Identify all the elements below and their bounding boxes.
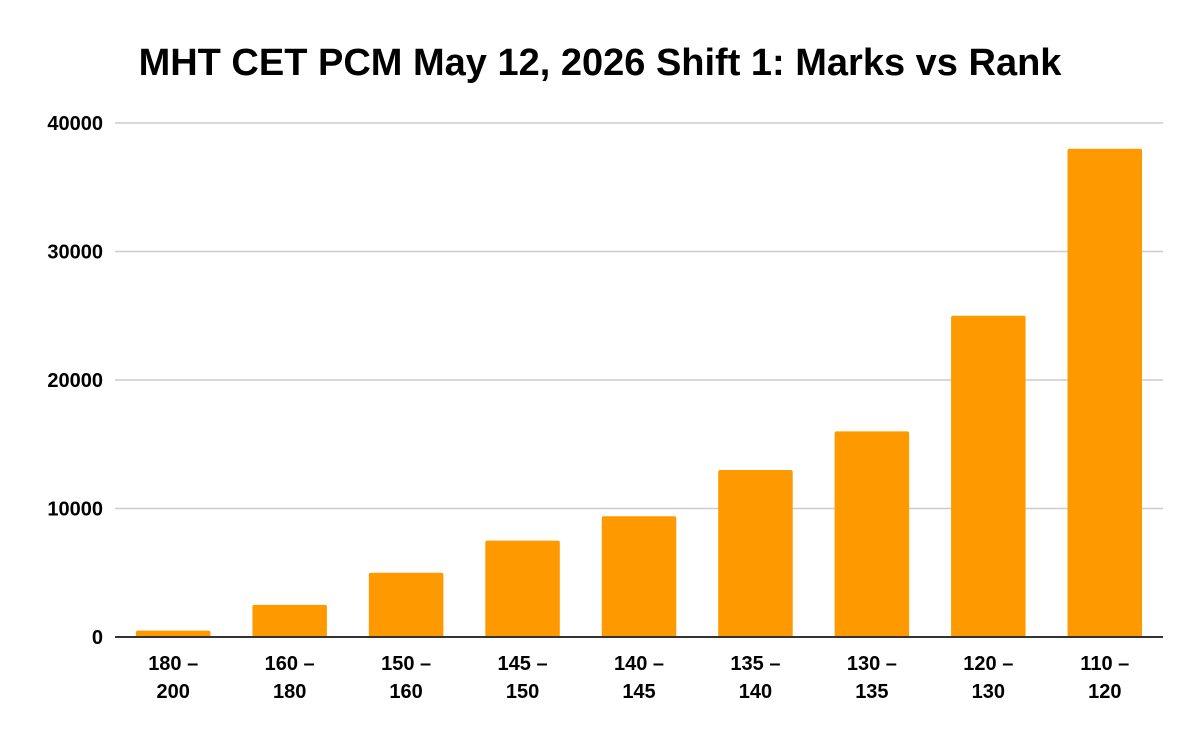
x-tick-label-line: 145 bbox=[622, 681, 655, 703]
x-tick-label-line: 200 bbox=[157, 681, 190, 703]
x-tick-label-line: 180 – bbox=[148, 653, 198, 675]
x-tick-label: 120 – 130 bbox=[963, 653, 1013, 703]
y-tick-label: 30000 bbox=[47, 242, 103, 264]
x-tick-label: 180 – 200 bbox=[148, 653, 198, 703]
x-tick-label-line: 145 – bbox=[498, 653, 548, 675]
y-tick-label: 0 bbox=[92, 627, 103, 649]
bars bbox=[135, 148, 1143, 637]
x-tick-label: 160 – 180 bbox=[265, 653, 315, 703]
y-tick-label: 10000 bbox=[47, 499, 103, 521]
bar bbox=[485, 540, 560, 637]
x-tick-label-line: 160 – bbox=[265, 653, 315, 675]
x-tick-label-line: 140 bbox=[739, 681, 772, 703]
x-tick-label: 130 – 135 bbox=[847, 653, 897, 703]
bar bbox=[601, 516, 677, 637]
chart-title: MHT CET PCM May 12, 2026 Shift 1: Marks … bbox=[139, 42, 1063, 84]
x-tick-label-line: 135 – bbox=[730, 653, 780, 675]
x-tick-label-line: 160 bbox=[389, 681, 422, 703]
x-axis-ticks: 180 – 200 160 – 180 150 – 160 145 – 150 140 – 145… bbox=[148, 653, 1129, 703]
x-tick-label-line: 130 – bbox=[847, 653, 897, 675]
x-tick-label: 145 – 150 bbox=[498, 653, 548, 703]
x-tick-label-line: 130 bbox=[972, 681, 1005, 703]
bar bbox=[834, 431, 910, 637]
x-tick-label-line: 140 – bbox=[614, 653, 664, 675]
bar bbox=[368, 572, 444, 637]
x-tick-label-line: 120 bbox=[1088, 681, 1121, 703]
bar bbox=[135, 630, 211, 637]
x-tick-label: 140 – 145 bbox=[614, 653, 664, 703]
x-tick-label-line: 120 – bbox=[963, 653, 1013, 675]
bar bbox=[252, 604, 327, 637]
bar bbox=[1067, 148, 1143, 637]
x-tick-label-line: 150 – bbox=[381, 653, 431, 675]
x-tick-label-line: 110 – bbox=[1080, 653, 1129, 675]
x-tick-label: 135 – 140 bbox=[730, 653, 780, 703]
x-tick-label-line: 180 bbox=[273, 681, 306, 703]
x-tick-label: 110 – 120 bbox=[1080, 653, 1129, 703]
y-tick-label: 40000 bbox=[47, 113, 103, 135]
y-axis-ticks: 0 10000 20000 30000 40000 bbox=[47, 113, 103, 649]
x-tick-label-line: 135 bbox=[855, 681, 888, 703]
x-tick-label: 150 – 160 bbox=[381, 653, 431, 703]
bar bbox=[718, 469, 793, 637]
y-tick-label: 20000 bbox=[47, 370, 103, 392]
bar bbox=[951, 315, 1026, 637]
x-tick-label-line: 150 bbox=[506, 681, 539, 703]
